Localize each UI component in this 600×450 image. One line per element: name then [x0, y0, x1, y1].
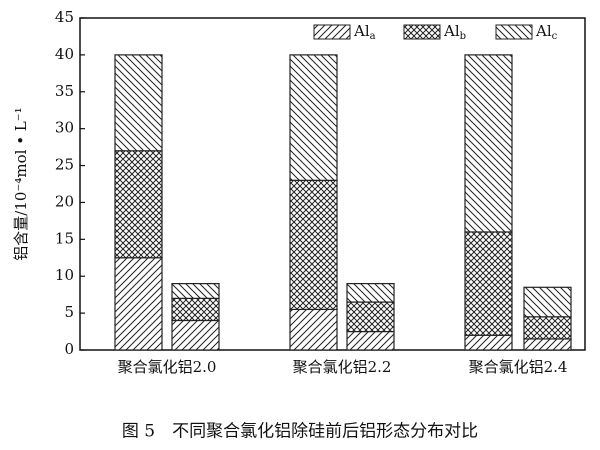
x-tick-label: 聚合氯化铝2.0: [118, 358, 217, 376]
legend-subscript: a: [370, 31, 376, 42]
y-tick-label: 25: [55, 156, 74, 174]
bar-segment: [464, 54, 513, 233]
legend-label: Alb: [443, 22, 466, 42]
bar-segment: [289, 308, 338, 351]
legend-name: Al: [443, 22, 460, 40]
bar-segment: [289, 179, 338, 311]
legend-label: Alc: [535, 22, 558, 42]
y-tick-label: 15: [55, 229, 74, 247]
x-tick-label: 聚合氯化铝2.2: [293, 358, 392, 376]
legend-subscript: c: [552, 31, 558, 42]
bar-segment: [464, 231, 513, 336]
bar-segment: [114, 54, 163, 152]
y-tick-label: 30: [55, 119, 74, 137]
bar-segment: [523, 316, 572, 340]
bar-segment: [464, 334, 513, 351]
bar-segment: [114, 257, 163, 351]
legend-label: Ala: [353, 22, 376, 42]
bar-segment: [289, 54, 338, 181]
legend-name: Al: [353, 22, 370, 40]
bar-segment: [171, 297, 220, 322]
bar-segment: [523, 338, 572, 351]
bar-segment: [114, 150, 163, 259]
y-axis-label: 铝含量/10⁻⁴mol • L⁻¹: [12, 107, 30, 260]
legend-swatch: [313, 24, 351, 40]
bar-segment: [346, 301, 395, 333]
y-tick-label: 0: [64, 340, 74, 358]
y-tick-label: 10: [55, 266, 74, 284]
legend-swatch: [403, 24, 441, 40]
y-tick-label: 40: [55, 45, 74, 63]
y-tick-label: 20: [55, 192, 74, 210]
y-tick-label: 45: [55, 8, 74, 26]
legend-name: Al: [535, 22, 552, 40]
bar-segment: [523, 286, 572, 318]
bar-segment: [346, 283, 395, 303]
legend-swatch: [495, 24, 533, 40]
legend-subscript: b: [460, 31, 466, 42]
y-tick-label: 35: [55, 82, 74, 100]
x-tick-label: 聚合氯化铝2.4: [469, 358, 568, 376]
bar-segment: [171, 283, 220, 299]
bar-segment: [346, 330, 395, 351]
caption: 图 5 不同聚合氯化铝除硅前后铝形态分布对比: [122, 422, 478, 442]
y-tick-label: 5: [64, 303, 74, 321]
bar-segment: [171, 319, 220, 351]
